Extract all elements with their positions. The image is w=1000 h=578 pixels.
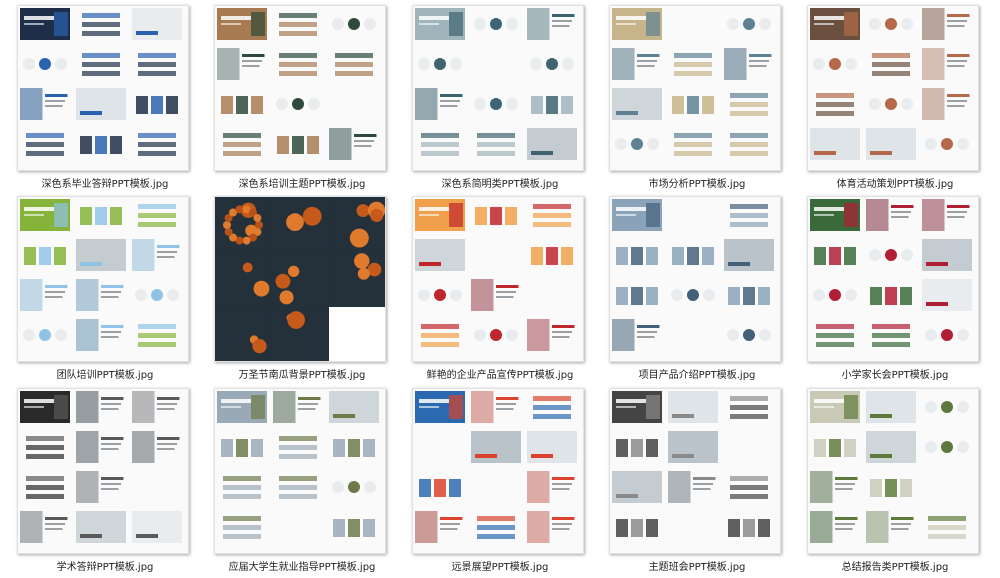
file-item[interactable]: 深色系简明类PPT模板.jpg — [412, 5, 608, 195]
file-thumbnail[interactable] — [807, 196, 979, 362]
slide-preview-image — [20, 8, 182, 156]
file-name-label[interactable]: 市场分析PPT模板.jpg — [648, 179, 746, 190]
file-thumbnail[interactable] — [609, 196, 781, 362]
file-item[interactable]: 市场分析PPT模板.jpg — [609, 5, 805, 195]
file-thumbnail[interactable] — [17, 196, 189, 362]
file-thumbnail[interactable] — [609, 5, 781, 171]
slide-preview-image — [810, 8, 970, 160]
file-name-label[interactable]: 主题班会PPT模板.jpg — [648, 562, 746, 573]
file-item[interactable]: 项目产品介绍PPT模板.jpg — [609, 196, 805, 386]
file-item[interactable]: 总结报告类PPT模板.jpg — [807, 388, 1000, 578]
file-item[interactable]: 团队培训PPT模板.jpg — [17, 196, 213, 386]
file-item[interactable]: 万圣节南瓜背景PPT模板.jpg — [214, 196, 410, 386]
slide-preview-image — [20, 199, 180, 351]
file-name-label[interactable]: 鲜艳的企业产品宣传PPT模板.jpg — [426, 370, 574, 381]
file-item[interactable]: 深色系毕业答辩PPT模板.jpg — [17, 5, 213, 195]
file-name-label[interactable]: 项目产品介绍PPT模板.jpg — [638, 370, 756, 381]
file-thumbnail[interactable] — [17, 5, 189, 171]
file-name-label[interactable]: 团队培训PPT模板.jpg — [56, 370, 154, 381]
file-name-label[interactable]: 小学家长会PPT模板.jpg — [841, 370, 949, 381]
slide-preview-image — [415, 199, 575, 351]
file-name-label[interactable]: 体育活动策划PPT模板.jpg — [836, 179, 954, 190]
file-item[interactable]: 深色系培训主题PPT模板.jpg — [214, 5, 410, 195]
file-item[interactable]: 小学家长会PPT模板.jpg — [807, 196, 1000, 386]
file-thumbnail[interactable] — [412, 5, 584, 171]
slide-preview-image — [215, 197, 385, 361]
file-item[interactable]: 主题班会PPT模板.jpg — [609, 388, 805, 578]
file-thumbnail[interactable] — [412, 196, 584, 362]
file-item[interactable]: 学术答辩PPT模板.jpg — [17, 388, 213, 578]
file-name-label[interactable]: 总结报告类PPT模板.jpg — [841, 562, 949, 573]
slide-preview-image — [217, 391, 379, 539]
slide-preview-image — [415, 8, 577, 160]
file-thumbnail[interactable] — [17, 388, 189, 554]
file-thumbnail[interactable] — [609, 388, 781, 554]
slide-preview-image — [20, 391, 182, 543]
file-name-label[interactable]: 应届大学生就业指导PPT模板.jpg — [228, 562, 376, 573]
file-item[interactable]: 远景展望PPT模板.jpg — [412, 388, 608, 578]
file-name-label[interactable]: 万圣节南瓜背景PPT模板.jpg — [238, 370, 366, 381]
slide-preview-image — [810, 199, 972, 347]
file-thumbnail[interactable] — [214, 5, 386, 171]
file-name-label[interactable]: 深色系培训主题PPT模板.jpg — [238, 179, 366, 190]
slide-preview-image — [612, 391, 770, 537]
slide-preview-image — [612, 199, 774, 351]
file-thumbnail[interactable] — [807, 5, 979, 171]
file-name-label[interactable]: 深色系毕业答辩PPT模板.jpg — [41, 179, 169, 190]
slide-preview-image — [612, 8, 772, 156]
file-name-label[interactable]: 深色系简明类PPT模板.jpg — [441, 179, 559, 190]
file-thumbnail[interactable] — [214, 388, 386, 554]
file-item[interactable]: 体育活动策划PPT模板.jpg — [807, 5, 1000, 195]
file-name-label[interactable]: 远景展望PPT模板.jpg — [451, 562, 549, 573]
slide-preview-image — [415, 391, 577, 543]
slide-preview-image — [810, 391, 969, 543]
file-thumbnail[interactable] — [412, 388, 584, 554]
file-item[interactable]: 鲜艳的企业产品宣传PPT模板.jpg — [412, 196, 608, 386]
slide-preview-image — [217, 8, 377, 160]
file-name-label[interactable]: 学术答辩PPT模板.jpg — [56, 562, 154, 573]
file-thumbnail[interactable] — [807, 388, 979, 554]
file-thumbnail[interactable] — [214, 196, 386, 362]
file-item[interactable]: 应届大学生就业指导PPT模板.jpg — [214, 388, 410, 578]
